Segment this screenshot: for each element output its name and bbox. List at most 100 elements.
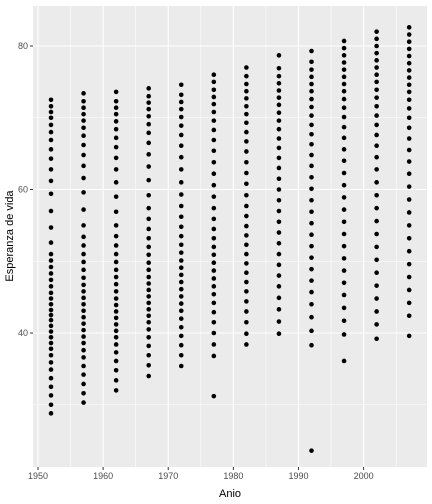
data-point <box>244 223 249 229</box>
data-point <box>309 81 314 87</box>
data-point <box>276 319 282 324</box>
data-point <box>211 205 217 211</box>
data-point <box>244 261 249 266</box>
data-point <box>81 207 86 212</box>
data-point <box>211 182 217 188</box>
data-point <box>341 182 347 188</box>
data-point <box>178 301 184 306</box>
data-point <box>81 142 86 148</box>
data-point <box>276 165 282 171</box>
data-point <box>211 109 217 115</box>
data-point <box>276 219 282 225</box>
data-point <box>341 96 347 102</box>
data-point <box>374 257 379 263</box>
data-point <box>374 244 379 250</box>
x-tick-label: 1960 <box>93 471 113 481</box>
data-point <box>211 276 217 281</box>
minor-gridlines <box>33 6 427 467</box>
data-point <box>48 137 54 143</box>
data-point <box>341 219 347 225</box>
data-point <box>113 243 119 248</box>
data-point <box>211 159 217 165</box>
data-point <box>374 205 379 211</box>
data-point <box>244 319 249 325</box>
data-point <box>178 316 184 321</box>
data-point <box>81 355 86 360</box>
data-point <box>341 292 347 298</box>
data-point <box>81 340 86 346</box>
data-point <box>178 286 184 292</box>
data-point <box>146 335 151 340</box>
data-point <box>113 274 119 280</box>
data-point <box>309 220 314 226</box>
y-tick-label: 80 <box>18 41 28 51</box>
data-point <box>406 46 412 52</box>
data-point <box>48 346 54 352</box>
data-point <box>81 267 86 273</box>
data-point <box>113 223 119 228</box>
data-point <box>81 390 86 396</box>
data-point <box>178 92 184 98</box>
data-point <box>146 205 151 211</box>
data-point <box>113 309 119 314</box>
x-axis-title: Anio <box>219 488 241 500</box>
data-point <box>406 171 412 177</box>
data-point <box>211 148 217 154</box>
data-point <box>146 100 151 105</box>
data-point <box>341 318 347 324</box>
data-point <box>341 45 347 51</box>
x-tick-label: 1970 <box>158 471 178 481</box>
data-point <box>48 352 54 358</box>
data-point <box>406 68 412 73</box>
data-point <box>48 367 54 372</box>
data-point <box>48 329 54 334</box>
data-point <box>113 209 119 215</box>
data-point <box>309 142 314 147</box>
data-point <box>81 111 86 117</box>
data-point <box>81 381 86 387</box>
data-point <box>341 135 347 141</box>
data-point <box>244 192 249 198</box>
data-point <box>276 176 282 182</box>
data-point <box>48 97 54 103</box>
data-point <box>244 279 249 285</box>
data-point <box>309 289 314 295</box>
data-point <box>406 210 412 215</box>
data-point <box>48 208 54 214</box>
data-point <box>48 335 54 340</box>
data-point <box>48 290 54 296</box>
data-point <box>178 352 184 358</box>
data-point <box>406 115 412 121</box>
data-point <box>146 319 151 325</box>
data-point <box>146 177 151 183</box>
data-point <box>178 132 184 138</box>
data-point <box>341 231 347 237</box>
data-point <box>146 373 151 379</box>
data-point <box>341 158 347 164</box>
data-point <box>341 124 347 130</box>
data-point <box>146 93 151 99</box>
data-point <box>146 287 151 293</box>
data-point <box>374 87 379 93</box>
data-points <box>48 25 412 453</box>
data-point <box>341 38 347 44</box>
data-point <box>276 53 282 58</box>
data-point <box>244 129 249 135</box>
data-point <box>309 328 314 334</box>
data-point <box>406 82 412 88</box>
data-point <box>113 155 119 161</box>
data-point <box>406 274 412 280</box>
data-point <box>341 60 347 65</box>
data-point <box>81 334 86 339</box>
data-point <box>309 243 314 249</box>
data-point <box>309 302 314 307</box>
data-point <box>276 102 282 108</box>
data-point <box>406 300 412 306</box>
data-point <box>113 322 119 327</box>
data-point <box>48 312 54 318</box>
data-point <box>406 248 412 254</box>
plot-panel <box>33 6 427 467</box>
data-point <box>81 347 86 353</box>
data-point <box>81 302 86 307</box>
x-tick-label: 1990 <box>288 471 308 481</box>
